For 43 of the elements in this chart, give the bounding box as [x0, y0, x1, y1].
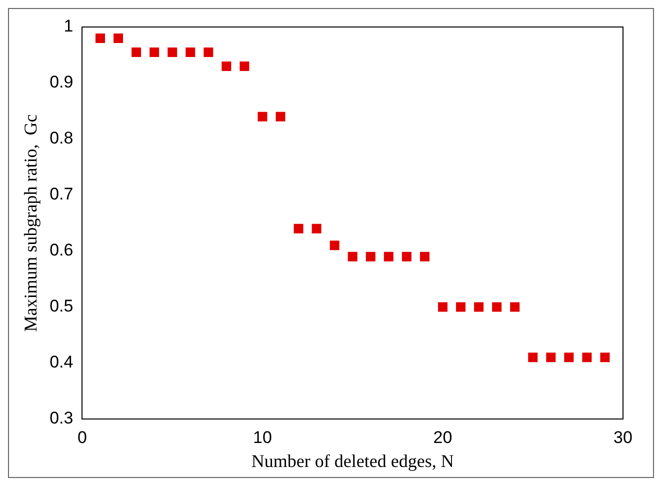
y-tick-label: 0.3 — [50, 408, 74, 428]
point — [276, 112, 286, 122]
point — [456, 302, 466, 312]
point — [564, 352, 574, 362]
point — [420, 252, 430, 262]
x-tick-label: 10 — [253, 428, 272, 447]
point — [366, 252, 376, 262]
point — [114, 33, 124, 43]
x-axis-title: Number of deleted edges, N — [251, 450, 454, 471]
point — [600, 352, 610, 362]
point — [258, 112, 268, 122]
point — [294, 224, 304, 234]
point — [528, 352, 538, 362]
point — [546, 352, 556, 362]
y-tick-label: 0.5 — [50, 296, 74, 316]
y-tick-label: 0.9 — [50, 72, 74, 92]
point — [582, 352, 592, 362]
point — [474, 302, 484, 312]
point — [204, 47, 214, 57]
y-tick-label: 1 — [64, 16, 74, 36]
point — [330, 240, 340, 250]
point — [438, 302, 448, 312]
point — [222, 61, 232, 71]
point — [186, 47, 196, 57]
y-tick-label: 0.4 — [50, 352, 74, 372]
y-axis-title: Maximum subgraph ratio, Gc — [20, 114, 41, 332]
point — [402, 252, 412, 262]
point — [510, 302, 520, 312]
point — [96, 33, 105, 43]
x-tick-label: 20 — [433, 428, 452, 447]
y-tick-label: 0.7 — [50, 184, 74, 204]
point — [492, 302, 502, 312]
y-tick-label: 0.6 — [50, 240, 74, 260]
point — [168, 47, 178, 57]
point — [150, 47, 160, 57]
y-tick-label: 0.8 — [50, 128, 74, 148]
point — [348, 252, 358, 262]
point — [312, 224, 322, 234]
point — [132, 47, 142, 57]
x-tick-label: 30 — [614, 428, 632, 447]
point — [240, 61, 250, 71]
point — [384, 252, 394, 262]
x-tick-label: 0 — [78, 428, 87, 447]
